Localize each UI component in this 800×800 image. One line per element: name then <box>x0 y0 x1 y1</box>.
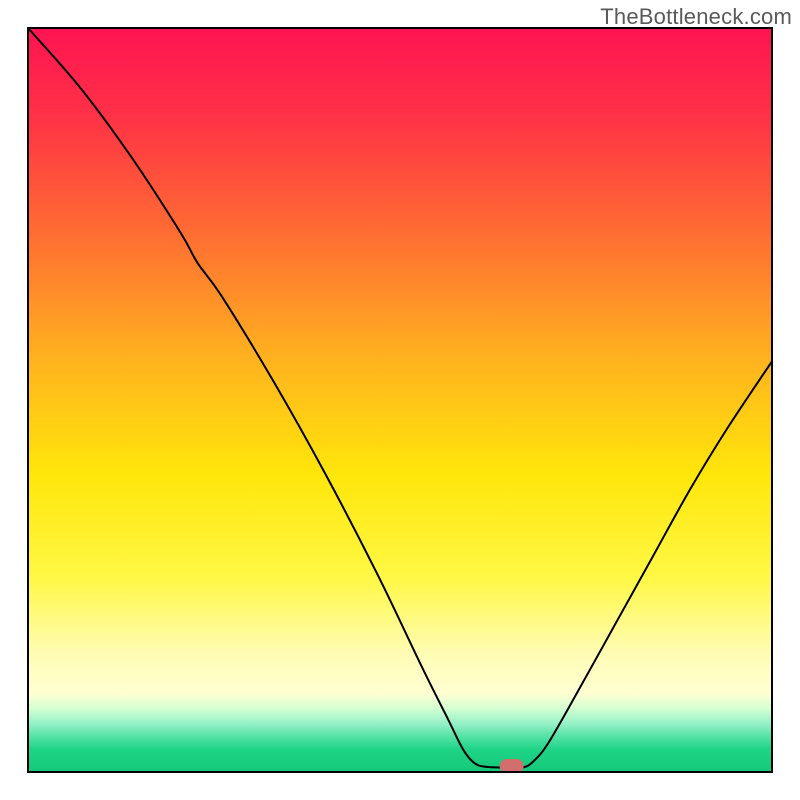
watermark-text: TheBottleneck.com <box>600 4 792 30</box>
gradient-background <box>28 28 772 772</box>
bottleneck-chart <box>0 0 800 800</box>
optimal-point-marker <box>500 759 524 773</box>
